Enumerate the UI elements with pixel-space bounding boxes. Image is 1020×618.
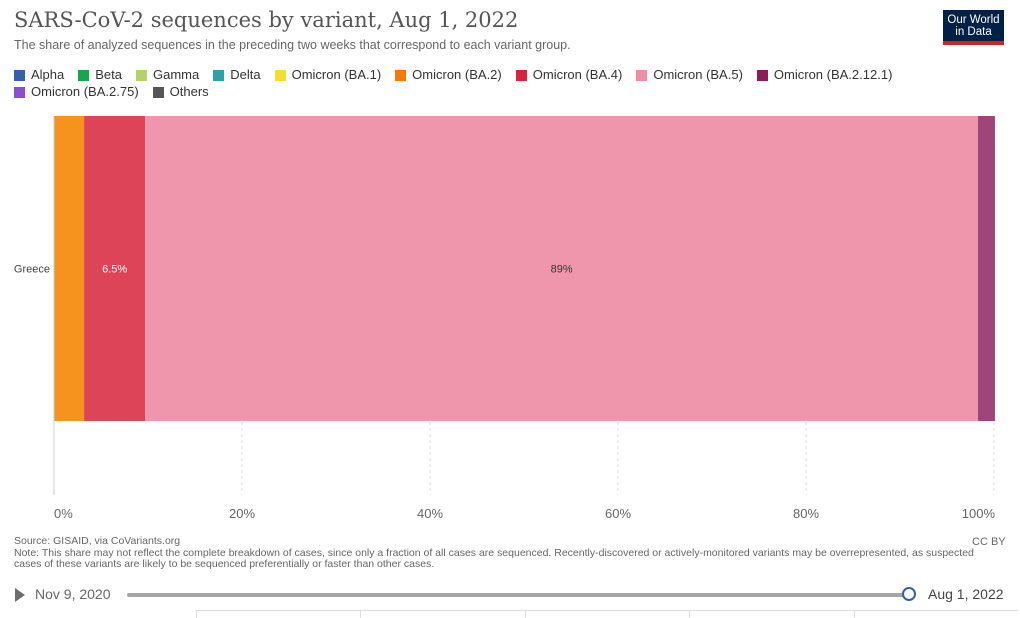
license-link[interactable]: CC BY <box>972 536 1006 548</box>
x-tick-label: 100% <box>962 506 996 521</box>
legend-label: Gamma <box>153 67 200 82</box>
bar-segment <box>84 116 146 421</box>
bar-segment <box>145 116 979 421</box>
legend-swatch <box>14 86 25 98</box>
x-tick-label: 80% <box>793 506 819 521</box>
legend-swatch <box>395 69 407 81</box>
legend-label: Omicron (BA.1) <box>291 67 382 82</box>
legend-label: Omicron (BA.4) <box>532 67 623 82</box>
tab-table[interactable] <box>524 611 689 618</box>
legend-swatch <box>636 69 648 81</box>
bar-segment <box>978 116 995 421</box>
play-icon[interactable] <box>15 588 25 602</box>
legend-item[interactable]: Omicron (BA.2.75) <box>14 85 139 99</box>
timeline-track[interactable] <box>127 593 910 597</box>
legend-swatch <box>14 69 25 81</box>
timeline-fill <box>127 593 910 597</box>
tab-map[interactable] <box>360 611 524 618</box>
owid-logo[interactable]: Our World in Data <box>943 10 1004 45</box>
bar-segment <box>54 116 85 421</box>
data-label: 89% <box>551 264 573 276</box>
chart-subtitle: The share of analyzed sequences in the p… <box>14 38 571 52</box>
source-text: Source: GISAID, via CoVariants.org <box>14 535 181 547</box>
legend-label: Omicron (BA.2) <box>412 67 502 82</box>
tab-download[interactable] <box>853 611 1018 618</box>
legend-item[interactable]: Alpha <box>14 68 64 82</box>
timeline-end-label: Aug 1, 2022 <box>928 586 1004 602</box>
legend: Alpha Beta Gamma Delta Omicron (BA.1) Omicron… <box>14 68 1004 99</box>
logo-line-1: Our World <box>947 14 1000 26</box>
legend-item[interactable]: Delta <box>213 67 261 82</box>
legend-label: Others <box>169 84 209 99</box>
legend-swatch <box>756 69 768 81</box>
legend-item[interactable]: Omicron (BA.1) <box>274 67 382 82</box>
data-label: 6.5% <box>102 264 127 276</box>
legend-swatch <box>152 86 164 98</box>
legend-label: Omicron (BA.5) <box>653 67 743 82</box>
x-tick-label: 40% <box>417 506 443 521</box>
legend-label: Omicron (BA.2.75) <box>31 84 139 99</box>
logo-line-2: in Data <box>955 26 992 38</box>
legend-swatch <box>515 69 527 81</box>
legend-item[interactable]: Omicron (BA.5) <box>636 68 743 82</box>
note-text: Note: This share may not reflect the com… <box>14 546 974 570</box>
timeline: Nov 9, 2020 Aug 1, 2022 <box>0 583 1020 607</box>
tab-sources[interactable] <box>689 611 853 618</box>
x-tick-label: 0% <box>54 506 73 521</box>
category-label: Greece <box>14 264 50 276</box>
legend-label: Beta <box>95 67 122 82</box>
bottom-tab-bar <box>196 610 1018 618</box>
legend-label: Omicron (BA.2.12.1) <box>773 67 893 82</box>
timeline-handle[interactable] <box>902 587 916 601</box>
legend-item[interactable]: Omicron (BA.2.12.1) <box>756 67 893 82</box>
tab-chart[interactable] <box>196 611 360 618</box>
legend-item[interactable]: Omicron (BA.2) <box>395 68 502 82</box>
chart-area: 6.5% 89% Greece 0% 20% 40% 60% 80% 100% <box>14 116 996 521</box>
x-tick-label: 20% <box>229 506 255 521</box>
legend-item[interactable]: Gamma <box>136 68 199 82</box>
chart-title: SARS-CoV-2 sequences by variant, Aug 1, … <box>14 8 519 32</box>
legend-swatch <box>213 69 225 81</box>
legend-item[interactable]: Omicron (BA.4) <box>515 67 623 82</box>
legend-label: Delta <box>230 67 261 82</box>
legend-swatch <box>136 69 147 81</box>
legend-label: Alpha <box>31 67 65 82</box>
legend-item[interactable]: Beta <box>78 68 122 82</box>
legend-item[interactable]: Others <box>152 84 209 99</box>
chart-footer: Source: GISAID, via CoVariants.org Note:… <box>14 535 974 571</box>
legend-swatch <box>78 69 90 81</box>
timeline-start-label: Nov 9, 2020 <box>35 586 111 602</box>
x-tick-label: 60% <box>605 506 631 521</box>
legend-swatch <box>274 69 286 81</box>
